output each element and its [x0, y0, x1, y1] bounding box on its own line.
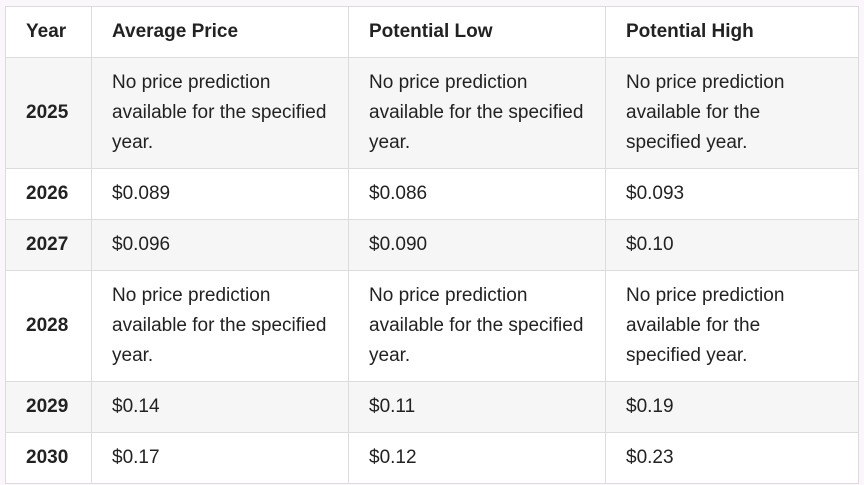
year-cell: 2029 — [5, 381, 92, 433]
price-table: Year Average Price Potential Low Potential … — [5, 6, 859, 484]
price-cell: No price prediction available for the sp… — [605, 57, 859, 169]
table-container: Year Average Price Potential Low Potential … — [5, 6, 859, 484]
column-header: Average Price — [91, 6, 349, 58]
price-cell: $0.11 — [348, 381, 606, 433]
price-cell: No price prediction available for the sp… — [605, 270, 859, 382]
price-cell: No price prediction available for the sp… — [91, 57, 349, 169]
price-cell: $0.096 — [91, 219, 349, 271]
year-cell: 2028 — [5, 270, 92, 382]
price-cell: $0.23 — [605, 432, 859, 484]
price-cell: $0.19 — [605, 381, 859, 433]
year-cell: 2025 — [5, 57, 92, 169]
price-cell: $0.089 — [91, 168, 349, 220]
year-cell: 2027 — [5, 219, 92, 271]
price-cell: $0.17 — [91, 432, 349, 484]
price-cell: No price prediction available for the sp… — [348, 57, 606, 169]
price-cell: $0.10 — [605, 219, 859, 271]
year-cell: 2026 — [5, 168, 92, 220]
price-cell: $0.090 — [348, 219, 606, 271]
price-cell: $0.14 — [91, 381, 349, 433]
column-header: Potential High — [605, 6, 859, 58]
table-row: 2030 $0.17 $0.12 $0.23 — [5, 432, 859, 484]
price-cell: No price prediction available for the sp… — [91, 270, 349, 382]
price-cell: No price prediction available for the sp… — [348, 270, 606, 382]
year-cell: 2030 — [5, 432, 92, 484]
price-cell: $0.12 — [348, 432, 606, 484]
price-cell: $0.093 — [605, 168, 859, 220]
table-row: 2028 No price prediction available for th… — [5, 270, 859, 382]
header-row: Year Average Price Potential Low Potential … — [5, 6, 859, 58]
column-header: Year — [5, 6, 92, 58]
table-row: 2027 $0.096 $0.090 $0.10 — [5, 219, 859, 271]
table-row: 2025 No price prediction available for th… — [5, 57, 859, 169]
table-row: 2029 $0.14 $0.11 $0.19 — [5, 381, 859, 433]
table-row: 2026 $0.089 $0.086 $0.093 — [5, 168, 859, 220]
price-cell: $0.086 — [348, 168, 606, 220]
column-header: Potential Low — [348, 6, 606, 58]
